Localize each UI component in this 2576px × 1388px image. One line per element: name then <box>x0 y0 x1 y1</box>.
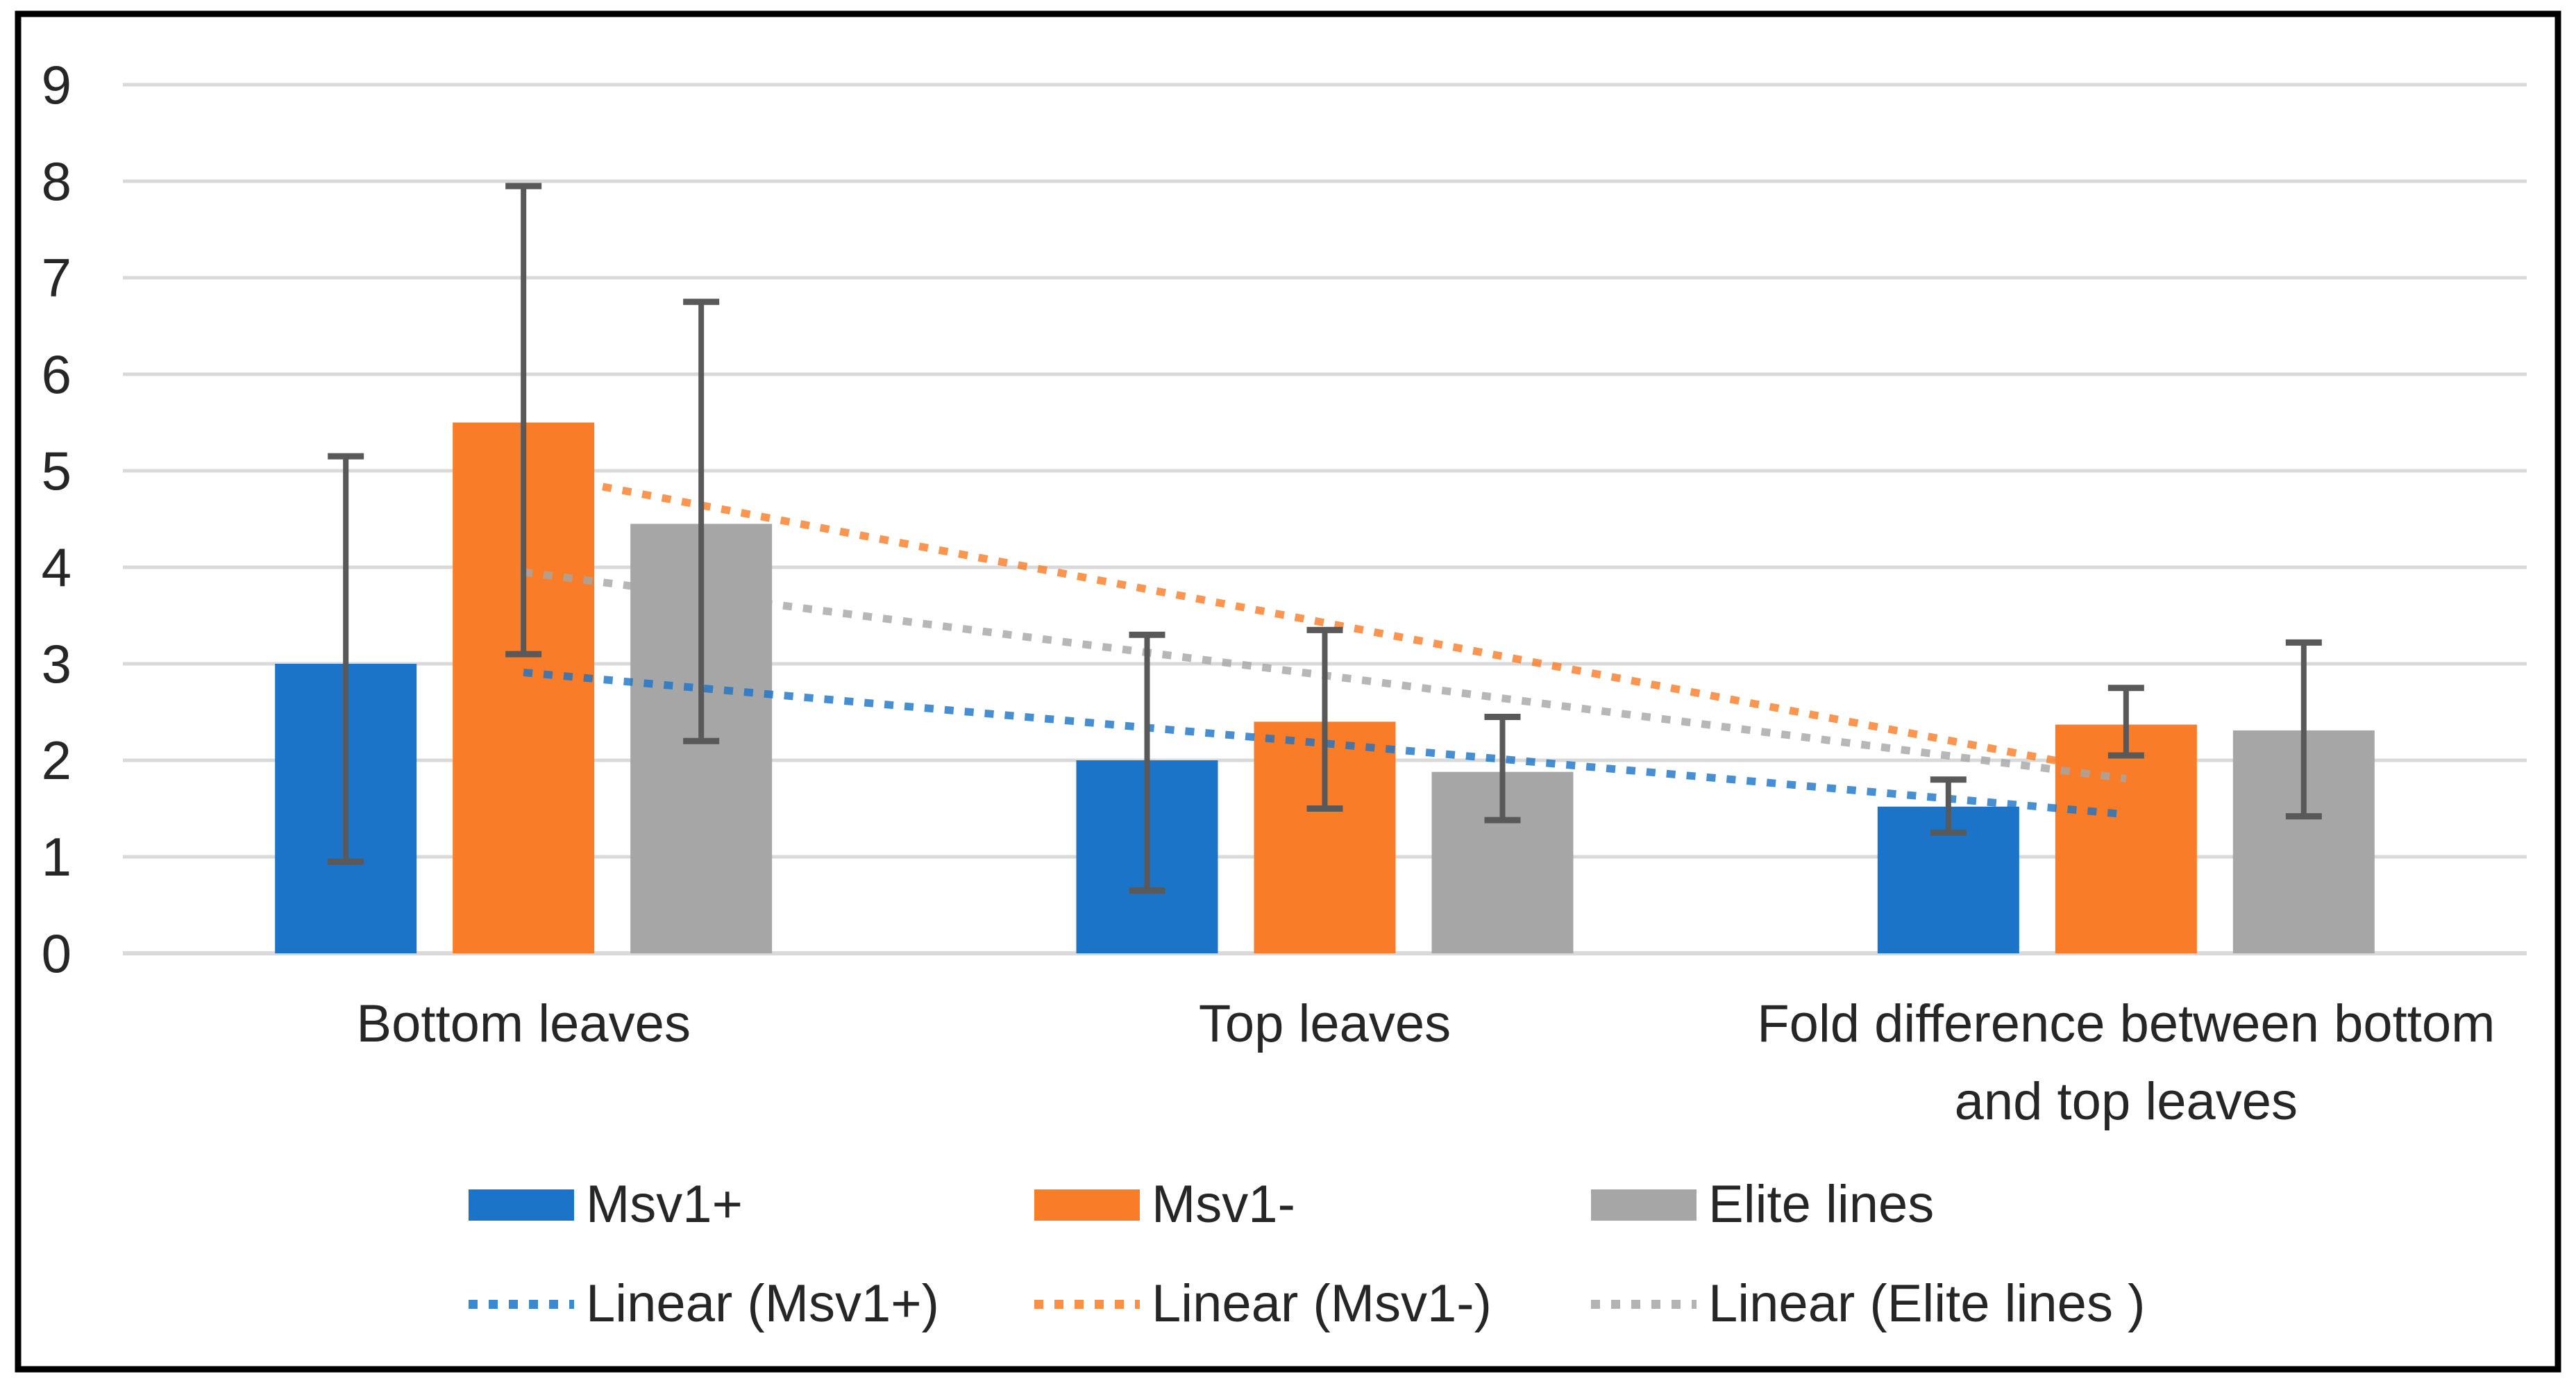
legend-label-linear-elite-lines: Linear (Elite lines ) <box>1708 1274 2146 1333</box>
legend-dotted-line-elite-lines-icon <box>1591 1299 1697 1309</box>
y-tick-label: 6 <box>42 344 71 405</box>
legend-item-trend-2: Linear (Elite lines ) <box>1591 1275 2145 1333</box>
legend-label-linear-msv1minus: Linear (Msv1-) <box>1152 1274 1492 1333</box>
x-axis-label-c0: Bottom leaves <box>356 994 691 1053</box>
y-tick-label: 0 <box>42 923 71 984</box>
legend-item-trend-0: Linear (Msv1+) <box>469 1275 939 1333</box>
y-tick-label: 8 <box>42 151 71 212</box>
legend-item-series-0: Msv1+ <box>469 1176 743 1234</box>
legend-item-trend-1: Linear (Msv1-) <box>1034 1275 1492 1333</box>
legend-label-linear-msv1plus: Linear (Msv1+) <box>586 1274 939 1333</box>
legend-dotted-line-msv1plus-icon <box>469 1299 574 1309</box>
legend-swatch-msv1minus <box>1034 1189 1140 1221</box>
legend-label-elite-lines: Elite lines <box>1708 1175 1935 1234</box>
y-tick-label: 7 <box>42 247 71 308</box>
legend-label-msv1plus: Msv1+ <box>586 1175 743 1234</box>
y-tick-label: 5 <box>42 440 71 501</box>
y-tick-label: 4 <box>42 537 71 598</box>
legend-item-series-1: Msv1- <box>1034 1176 1295 1234</box>
y-tick-label: 3 <box>42 633 71 694</box>
x-axis-label-c1: Top leaves <box>1199 994 1451 1053</box>
x-axis-label-c2: and top leaves <box>1955 1072 2298 1131</box>
y-tick-label: 2 <box>42 730 71 791</box>
legend-item-series-2: Elite lines <box>1591 1176 1934 1234</box>
y-tick-label: 9 <box>42 54 71 115</box>
bar-s1-c2 <box>2055 724 2197 953</box>
legend-dotted-line-msv1minus-icon <box>1034 1299 1140 1309</box>
figure-border <box>15 10 2561 1373</box>
legend-swatch-msv1plus <box>469 1189 574 1221</box>
y-tick-label: 1 <box>42 826 71 887</box>
x-axis-label-c2: Fold difference between bottom <box>1757 994 2495 1053</box>
legend-label-msv1minus: Msv1- <box>1152 1175 1295 1234</box>
legend-swatch-elite-lines <box>1591 1189 1697 1221</box>
trendline-0 <box>523 669 2127 819</box>
